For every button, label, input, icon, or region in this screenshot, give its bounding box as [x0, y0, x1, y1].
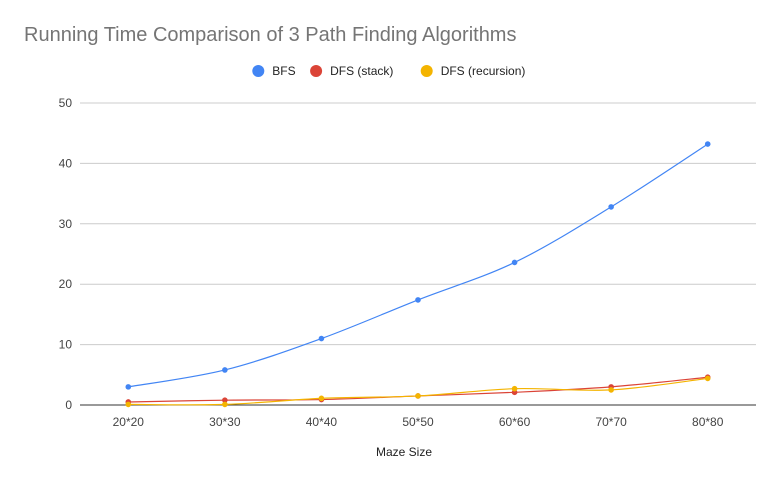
legend-label: DFS (recursion) [441, 64, 526, 78]
series-layer [125, 141, 711, 408]
legend-marker [252, 65, 265, 77]
legend-item[interactable]: DFS (stack) [310, 64, 393, 78]
legend-label: DFS (stack) [330, 64, 393, 78]
x-tick-label: 50*50 [402, 415, 434, 429]
x-tick-label: 80*80 [692, 415, 724, 429]
data-point[interactable] [511, 259, 518, 266]
data-point[interactable] [222, 367, 228, 373]
data-point[interactable] [318, 395, 325, 402]
y-tick-labels: 0 10 20 30 40 50 [59, 96, 73, 412]
data-point[interactable] [125, 384, 132, 390]
x-tick-label: 30*30 [209, 415, 241, 429]
y-tick-label: 30 [59, 217, 73, 231]
data-point[interactable] [125, 401, 132, 408]
data-point[interactable] [608, 387, 614, 393]
legend-item[interactable]: BFS [252, 64, 296, 78]
data-point[interactable] [222, 397, 228, 403]
x-tick-labels: 20*20 30*30 40*40 50*50 60*60 70*70 80*80 [113, 415, 724, 429]
chart-title: Running Time Comparison of 3 Path Findin… [24, 24, 517, 46]
y-tick-label: 40 [59, 156, 73, 170]
data-point[interactable] [704, 375, 711, 382]
x-tick-label: 20*20 [113, 415, 145, 429]
x-tick-label: 40*40 [306, 415, 338, 429]
data-point[interactable] [704, 141, 711, 147]
series-0 [125, 141, 711, 390]
y-tick-label: 10 [59, 338, 73, 352]
grid-layer [80, 102, 756, 406]
y-tick-label: 0 [65, 398, 72, 412]
y-tick-label: 50 [59, 96, 73, 110]
legend-item[interactable]: DFS (recursion) [420, 64, 526, 78]
legend-label: BFS [272, 64, 295, 78]
y-tick-label: 20 [59, 277, 73, 291]
x-tick-label: 70*70 [595, 415, 627, 429]
legend[interactable]: BFS DFS (stack) DFS (recursion) [252, 64, 525, 78]
data-point[interactable] [415, 393, 421, 399]
data-point[interactable] [415, 297, 421, 303]
x-tick-label: 60*60 [499, 415, 531, 429]
series-2 [125, 375, 711, 408]
data-point[interactable] [318, 335, 325, 342]
data-point[interactable] [511, 385, 518, 392]
data-point[interactable] [608, 204, 614, 210]
data-point[interactable] [222, 401, 228, 408]
legend-marker [420, 65, 433, 77]
legend-marker [310, 65, 323, 77]
series-line [128, 143, 709, 388]
x-axis-label: Maze Size [376, 445, 432, 459]
